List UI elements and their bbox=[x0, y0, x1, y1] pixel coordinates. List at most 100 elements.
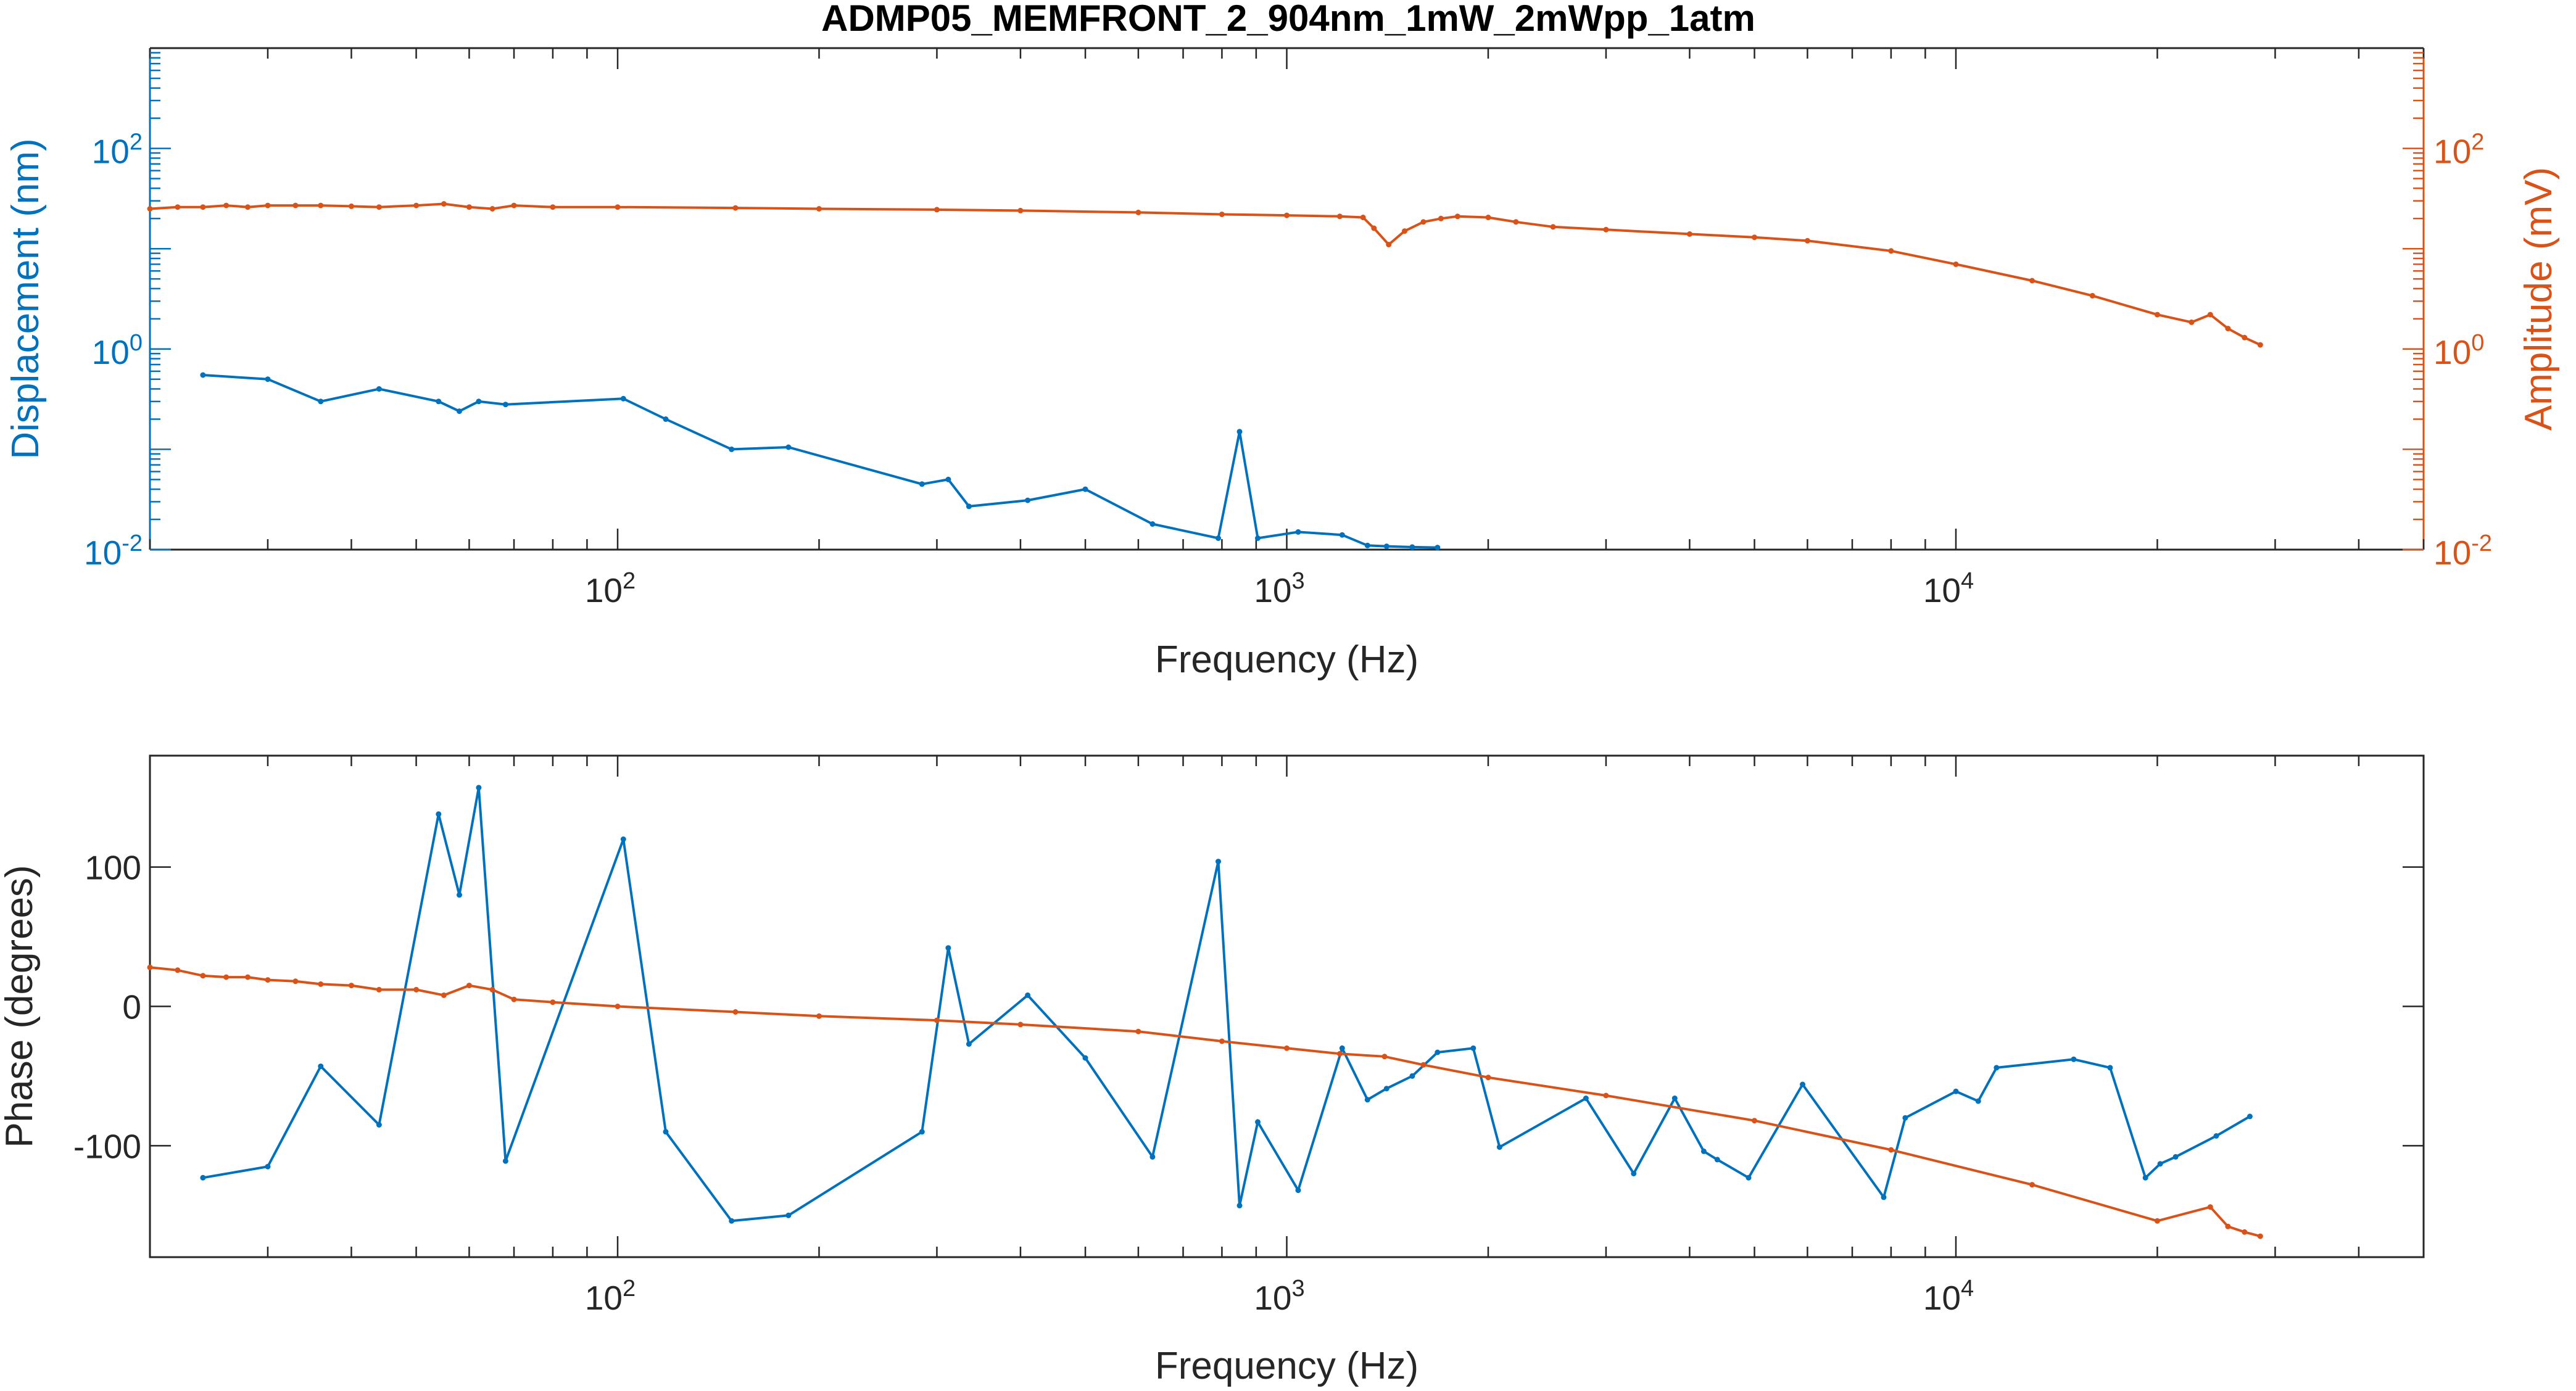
bottom-series-0-point bbox=[785, 1212, 792, 1218]
top-series-1-point bbox=[1752, 234, 1757, 241]
bottom-series-1-point bbox=[441, 992, 447, 998]
bottom-series-0-point bbox=[2157, 1161, 2163, 1167]
bottom-series-0-line bbox=[202, 787, 2251, 1223]
bottom-series-0-point bbox=[945, 945, 951, 951]
bottom-series-0-point bbox=[1255, 1119, 1261, 1125]
bottom-series-0-point bbox=[1496, 1144, 1502, 1150]
top-series-1-point bbox=[1402, 228, 1407, 234]
bottom-series-0-point bbox=[2071, 1056, 2077, 1062]
bottom-series-0-point bbox=[1082, 1055, 1088, 1061]
x-tick-label: 103 bbox=[1254, 568, 1304, 609]
y-right-tick-label: 100 bbox=[2433, 330, 2484, 371]
bottom-series-1-point bbox=[511, 996, 517, 1002]
top-series-1-point bbox=[1438, 215, 1444, 221]
top-series-0-point bbox=[436, 398, 442, 405]
top-series-1-point bbox=[466, 204, 472, 210]
y-axis-label: Phase (degrees) bbox=[0, 865, 41, 1147]
bottom-series-1-point bbox=[349, 983, 354, 989]
top-series-1-point bbox=[1454, 213, 1460, 220]
top-series-1-point bbox=[2242, 334, 2248, 341]
bottom-series-0-point bbox=[1671, 1096, 1678, 1101]
top-series-1-point bbox=[2029, 278, 2035, 284]
top-series-1-line bbox=[149, 202, 2261, 346]
bottom-series-0-point bbox=[2142, 1174, 2148, 1181]
top-series-1-point bbox=[550, 204, 556, 210]
bottom-series-0-point bbox=[1025, 992, 1031, 998]
bottom-series-1-point bbox=[265, 977, 271, 983]
top-series-0-point bbox=[502, 402, 508, 408]
bottom-series-0-point bbox=[200, 1174, 206, 1181]
top-series-1-point bbox=[200, 204, 206, 210]
top-series-0-point bbox=[1409, 544, 1415, 550]
bottom-series-0-point bbox=[919, 1129, 925, 1135]
bottom-series-1-point bbox=[1284, 1045, 1290, 1051]
y-left-tick-label: 102 bbox=[92, 130, 143, 171]
bottom-series-0-point bbox=[1216, 859, 1221, 865]
top-series-1-point bbox=[1420, 219, 1427, 225]
y-left-tick-label: 100 bbox=[92, 330, 143, 371]
top-series-1-point bbox=[1371, 225, 1377, 231]
bottom-series-1-point bbox=[292, 978, 299, 984]
bottom-series-1-point bbox=[1219, 1038, 1225, 1044]
top-series-1-point bbox=[147, 206, 153, 212]
top-series-0-point bbox=[376, 386, 382, 392]
bottom-series-0-point bbox=[1994, 1065, 2000, 1071]
top-series-0-point bbox=[1435, 545, 1441, 551]
bottom-series-1-line bbox=[149, 966, 2261, 1238]
bottom-series-0-point bbox=[2172, 1154, 2179, 1160]
bottom-series-0-point bbox=[1295, 1187, 1301, 1194]
bottom-series-0-point bbox=[1435, 1049, 1441, 1055]
y-tick-label: -100 bbox=[73, 1127, 141, 1165]
top-series-0-point bbox=[457, 408, 462, 415]
bottom-series-0-point bbox=[1714, 1157, 1720, 1163]
bottom-series-1-point bbox=[1420, 1062, 1427, 1068]
top-series-1-point bbox=[175, 204, 181, 210]
bottom-series-1-point bbox=[550, 999, 556, 1005]
bottom-series-0-point bbox=[2107, 1065, 2113, 1071]
bottom-series-1-point bbox=[732, 1009, 739, 1015]
bottom-series-1-point bbox=[200, 973, 206, 979]
top-series-0-point bbox=[785, 444, 792, 450]
bottom-series-1-point bbox=[934, 1017, 940, 1023]
top-series-0-point bbox=[945, 476, 951, 482]
top-series-1-point bbox=[292, 202, 299, 208]
bottom-series-0-point bbox=[966, 1041, 972, 1047]
bottom-series-1-point bbox=[1135, 1028, 1141, 1034]
top-series-0-point bbox=[476, 398, 482, 405]
bottom-series-1-point bbox=[1752, 1118, 1757, 1124]
bottom-series-0-point bbox=[2213, 1133, 2219, 1139]
top-series-1-point bbox=[223, 202, 230, 208]
top-series-1-point bbox=[489, 206, 495, 212]
top-series-0-point bbox=[1295, 529, 1301, 535]
bottom-series-0-point bbox=[663, 1129, 669, 1135]
top-series-1-point bbox=[1284, 212, 1290, 218]
bottom-series-0-point bbox=[318, 1063, 324, 1070]
top-series-0-point bbox=[663, 416, 669, 422]
bottom-series-1-point bbox=[2154, 1218, 2160, 1224]
bottom-series-1-point bbox=[413, 986, 420, 993]
top-series-1-point bbox=[1219, 212, 1225, 217]
top-series-1-point bbox=[732, 205, 739, 211]
bottom-series-1-point bbox=[2225, 1223, 2231, 1229]
top-series-1-point bbox=[413, 202, 420, 208]
top-series-0-point bbox=[1383, 543, 1389, 550]
bottom-series-1-point bbox=[175, 967, 181, 973]
y-tick-label: 0 bbox=[122, 988, 141, 1026]
bottom-series-1-point bbox=[376, 986, 382, 993]
top-series-0-point bbox=[1364, 542, 1370, 548]
x-tick-label: 102 bbox=[585, 568, 636, 609]
top-series-1-point bbox=[816, 206, 822, 212]
y-right-axis-label: Amplitude (mV) bbox=[2517, 167, 2560, 431]
bottom-series-1-point bbox=[2242, 1229, 2248, 1235]
top-series-0-point bbox=[620, 395, 626, 402]
bottom-series-0-point bbox=[1975, 1098, 1981, 1104]
bottom-series-0-point bbox=[1881, 1194, 1887, 1200]
top-series-1-point bbox=[1485, 215, 1491, 220]
bottom-series-1-point bbox=[615, 1004, 621, 1009]
bottom-series-1-point bbox=[1017, 1022, 1024, 1028]
top-series-1-point bbox=[245, 204, 251, 210]
top-series-0-point bbox=[1216, 535, 1221, 541]
x-tick-label: 104 bbox=[1923, 568, 1974, 609]
top-series-1-point bbox=[1550, 224, 1556, 230]
